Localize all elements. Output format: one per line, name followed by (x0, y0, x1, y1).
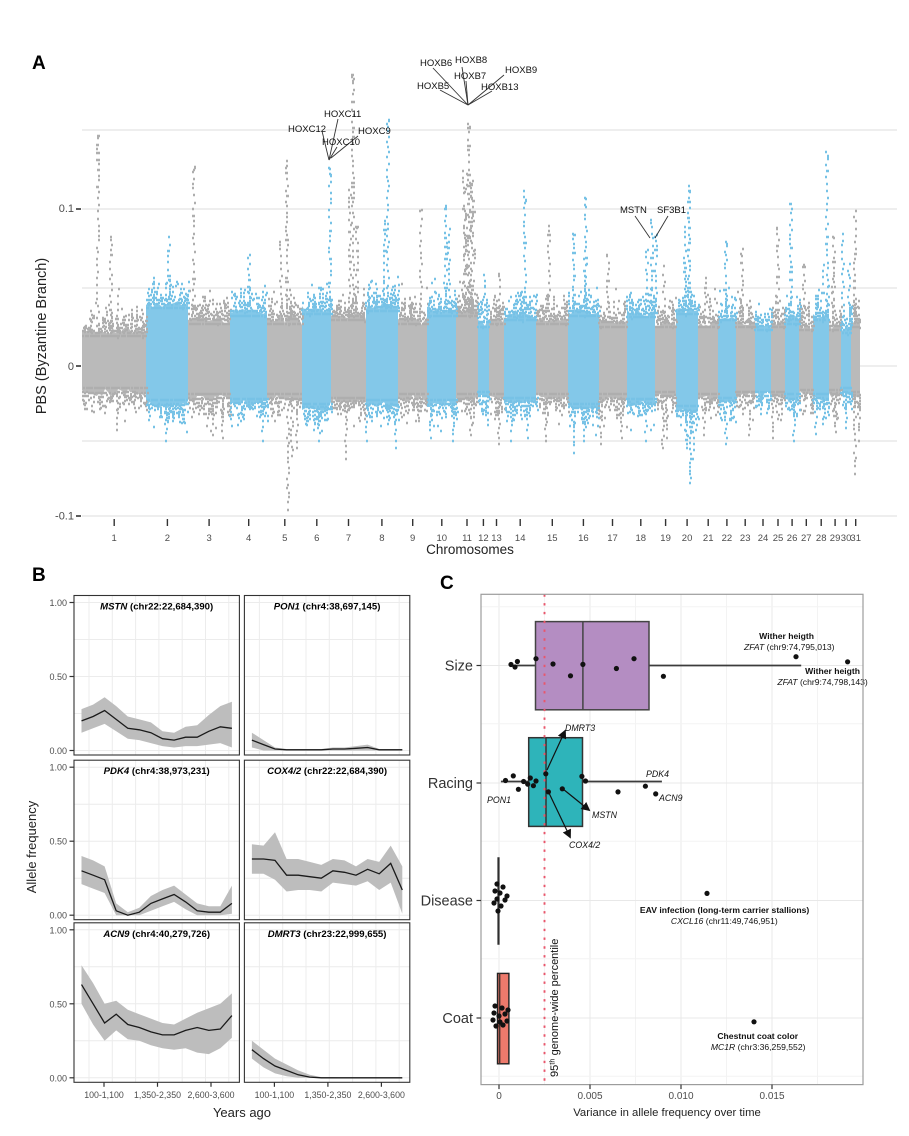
svg-text:PON1 (chr4:38,697,145): PON1 (chr4:38,697,145) (274, 602, 381, 613)
svg-text:7: 7 (346, 533, 351, 544)
svg-text:EAV infection (long-term carri: EAV infection (long-term carrier stallio… (640, 905, 809, 915)
svg-text:HOXB6: HOXB6 (420, 58, 452, 69)
svg-text:Variance in allele frequency o: Variance in allele frequency over time (573, 1107, 761, 1119)
svg-text:1,350-2,350: 1,350-2,350 (304, 1090, 351, 1100)
svg-text:0.005: 0.005 (577, 1091, 602, 1102)
svg-text:4: 4 (246, 533, 251, 544)
svg-text:DMRT3: DMRT3 (565, 723, 595, 733)
svg-text:PBS (Byzantine Branch): PBS (Byzantine Branch) (34, 258, 50, 414)
svg-text:21: 21 (703, 533, 714, 544)
svg-text:ZFAT (chr9:74,798,143): ZFAT (chr9:74,798,143) (776, 677, 868, 687)
svg-text:24: 24 (758, 533, 769, 544)
svg-text:Size: Size (445, 659, 473, 675)
svg-text:19: 19 (660, 533, 671, 544)
svg-text:ACN9 (chr4:40,279,726): ACN9 (chr4:40,279,726) (102, 929, 210, 940)
svg-text:1: 1 (112, 533, 117, 544)
svg-text:28: 28 (816, 533, 827, 544)
svg-text:HOXC10: HOXC10 (322, 137, 360, 148)
svg-text:Chestnut coat color: Chestnut coat color (717, 1031, 798, 1041)
svg-text:2,600-3,600: 2,600-3,600 (358, 1090, 405, 1100)
svg-text:26: 26 (787, 533, 798, 544)
svg-text:B: B (32, 565, 46, 586)
svg-text:Chromosomes: Chromosomes (426, 542, 514, 557)
svg-text:0.50: 0.50 (49, 672, 67, 682)
svg-text:31: 31 (850, 533, 861, 544)
svg-text:100-1,100: 100-1,100 (255, 1090, 295, 1100)
svg-text:22: 22 (722, 533, 733, 544)
svg-text:HOXC11: HOXC11 (324, 109, 361, 120)
svg-text:HOXB7: HOXB7 (454, 71, 486, 82)
svg-text:13: 13 (491, 533, 502, 544)
svg-text:0.00: 0.00 (49, 911, 67, 921)
svg-text:25: 25 (773, 533, 784, 544)
svg-text:8: 8 (379, 533, 384, 544)
svg-text:1,350-2,350: 1,350-2,350 (134, 1090, 181, 1100)
svg-text:1.00: 1.00 (49, 598, 67, 608)
svg-text:PDK4 (chr4:38,973,231): PDK4 (chr4:38,973,231) (104, 766, 210, 777)
svg-text:-0.1: -0.1 (55, 511, 74, 523)
svg-text:30: 30 (841, 533, 852, 544)
svg-text:C: C (440, 573, 454, 594)
svg-text:A: A (32, 53, 46, 74)
svg-text:COX4/2: COX4/2 (569, 840, 600, 850)
svg-text:Coat: Coat (442, 1011, 473, 1027)
svg-text:0.1: 0.1 (59, 203, 74, 215)
svg-text:17: 17 (607, 533, 618, 544)
svg-text:CXCL16 (chr11:49,746,951): CXCL16 (chr11:49,746,951) (671, 916, 778, 926)
svg-text:HOXB8: HOXB8 (455, 55, 487, 66)
svg-text:3: 3 (206, 533, 211, 544)
svg-text:COX4/2 (chr22:22,684,390): COX4/2 (chr22:22,684,390) (267, 766, 387, 777)
svg-text:MSTN: MSTN (592, 810, 618, 820)
svg-text:Racing: Racing (428, 776, 473, 792)
svg-text:10: 10 (437, 533, 448, 544)
svg-text:MSTN: MSTN (620, 205, 647, 216)
svg-text:2,600-3,600: 2,600-3,600 (188, 1090, 235, 1100)
svg-text:0.010: 0.010 (668, 1091, 693, 1102)
svg-text:Allele frequency: Allele frequency (24, 800, 39, 893)
svg-text:PDK4: PDK4 (646, 769, 669, 779)
svg-text:18: 18 (636, 533, 647, 544)
svg-text:Disease: Disease (421, 894, 473, 910)
svg-text:27: 27 (801, 533, 812, 544)
svg-text:15: 15 (547, 533, 558, 544)
svg-text:9: 9 (410, 533, 415, 544)
svg-text:23: 23 (740, 533, 751, 544)
svg-text:Wither heigth: Wither heigth (805, 666, 860, 676)
svg-text:14: 14 (515, 533, 526, 544)
svg-text:0.50: 0.50 (49, 837, 67, 847)
svg-text:0.015: 0.015 (759, 1091, 784, 1102)
svg-text:PON1: PON1 (487, 795, 511, 805)
svg-text:HOXC12: HOXC12 (288, 124, 326, 135)
svg-text:0.50: 0.50 (49, 999, 67, 1009)
svg-text:5: 5 (282, 533, 287, 544)
svg-text:20: 20 (682, 533, 693, 544)
svg-text:HOXB5: HOXB5 (417, 81, 449, 92)
svg-text:HOXC9: HOXC9 (358, 126, 391, 137)
svg-text:6: 6 (314, 533, 319, 544)
svg-text:95th genome-wide percentile: 95th genome-wide percentile (548, 939, 562, 1077)
svg-text:0.00: 0.00 (49, 746, 67, 756)
svg-text:ACN9: ACN9 (658, 793, 683, 803)
svg-text:DMRT3 (chr23:22,999,655): DMRT3 (chr23:22,999,655) (268, 929, 387, 940)
svg-text:1.00: 1.00 (49, 925, 67, 935)
svg-text:ZFAT (chr9:74,795,013): ZFAT (chr9:74,795,013) (743, 642, 835, 652)
svg-text:16: 16 (578, 533, 589, 544)
svg-text:2: 2 (165, 533, 170, 544)
svg-text:HOXB9: HOXB9 (505, 65, 537, 76)
svg-text:MSTN (chr22:22,684,390): MSTN (chr22:22,684,390) (100, 602, 213, 613)
svg-text:100-1,100: 100-1,100 (84, 1090, 124, 1100)
svg-text:0.00: 0.00 (49, 1073, 67, 1083)
svg-text:HOXB13: HOXB13 (481, 82, 519, 93)
svg-text:MC1R (chr3:36,259,552): MC1R (chr3:36,259,552) (711, 1042, 806, 1052)
svg-text:0: 0 (496, 1091, 502, 1102)
svg-text:11: 11 (462, 533, 472, 544)
svg-text:12: 12 (478, 533, 489, 544)
svg-text:SF3B1: SF3B1 (657, 205, 686, 216)
svg-text:0: 0 (68, 361, 74, 373)
svg-text:1.00: 1.00 (49, 763, 67, 773)
svg-text:Years ago: Years ago (213, 1105, 271, 1120)
svg-text:29: 29 (830, 533, 841, 544)
svg-text:Wither heigth: Wither heigth (759, 631, 814, 641)
